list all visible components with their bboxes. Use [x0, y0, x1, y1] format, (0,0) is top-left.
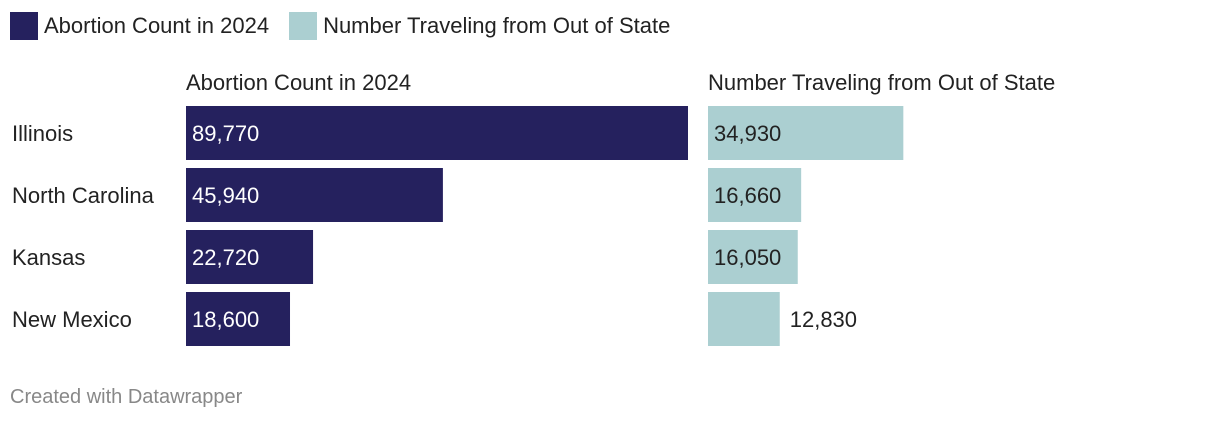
- bar-s0-3: [186, 292, 291, 346]
- panel-header-1: Number Traveling from Out of State: [708, 70, 1055, 95]
- category-label-1: North Carolina: [12, 183, 155, 208]
- category-label-3: New Mexico: [12, 307, 132, 332]
- bar-s0-1: [186, 168, 443, 222]
- data-label-s0-0: 89,770: [192, 121, 259, 146]
- legend-swatch-abortion-count: [10, 12, 38, 40]
- data-label-s0-1: 45,940: [192, 183, 259, 208]
- category-label-2: Kansas: [12, 245, 85, 270]
- data-label-s1-2: 16,050: [714, 245, 781, 270]
- bar-s0-2: [186, 230, 314, 284]
- legend-label-abortion-count: Abortion Count in 2024: [44, 13, 270, 38]
- legend-swatch-out-of-state: [289, 12, 318, 40]
- bar-s0-0: [186, 106, 688, 160]
- data-label-s0-3: 18,600: [192, 307, 259, 332]
- category-label-0: Illinois: [12, 121, 73, 146]
- data-label-s1-3: 12,830: [790, 307, 857, 332]
- legend: Abortion Count in 2024 Number Traveling …: [10, 12, 690, 40]
- bar-s1-2: [708, 230, 798, 284]
- bar-s1-1: [708, 168, 802, 222]
- data-label-s0-2: 22,720: [192, 245, 259, 270]
- bar-s1-3: [708, 292, 780, 346]
- data-label-s1-1: 16,660: [714, 183, 781, 208]
- data-label-s1-0: 34,930: [714, 121, 781, 146]
- bar-chart: Abortion Count in 2024 Number Traveling f…: [12, 70, 1055, 346]
- bar-s1-0: [708, 106, 904, 160]
- legend-label-out-of-state: Number Traveling from Out of State: [323, 13, 671, 38]
- legend-item-out-of-state: Number Traveling from Out of State: [289, 12, 670, 40]
- footer-credit: Created with Datawrapper: [10, 386, 243, 408]
- panel-header-0: Abortion Count in 2024: [186, 70, 411, 95]
- legend-item-abortion-count: Abortion Count in 2024: [10, 12, 269, 40]
